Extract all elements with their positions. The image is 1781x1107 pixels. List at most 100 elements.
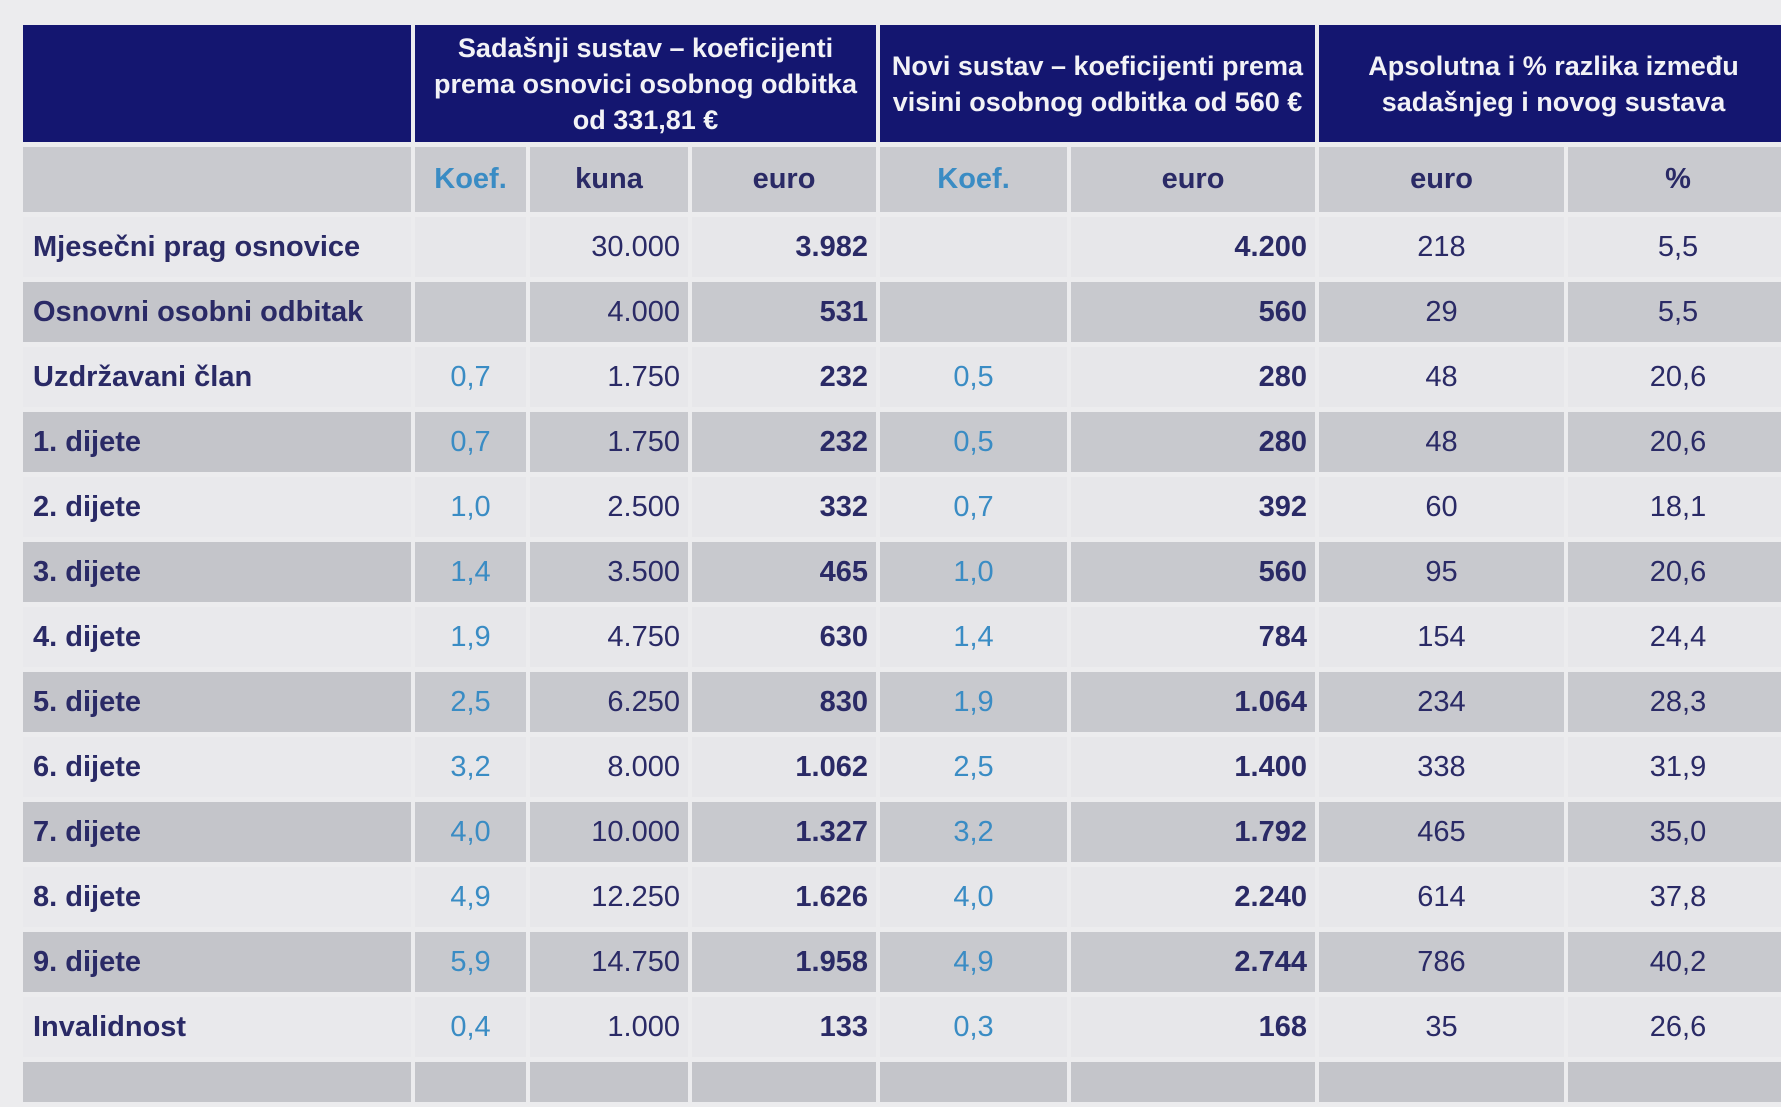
header-new-system: Novi sustav – koeficijenti prema visini … — [880, 25, 1315, 142]
cell-label: 9. dijete — [23, 932, 411, 992]
cell-koef-current: 1,9 — [415, 607, 526, 667]
cell-euro-diff: 234 — [1319, 672, 1564, 732]
cell-empty — [692, 1062, 876, 1102]
cell-euro-new: 560 — [1071, 542, 1315, 602]
cell-percent-diff: 5,5 — [1568, 282, 1781, 342]
cell-empty — [530, 1062, 688, 1102]
subheader-koef-current: Koef. — [415, 147, 526, 212]
cell-empty — [1568, 1062, 1781, 1102]
cell-percent-diff: 31,9 — [1568, 737, 1781, 797]
cell-empty — [1319, 1062, 1564, 1102]
cell-koef-new — [880, 282, 1067, 342]
cell-koef-new — [880, 217, 1067, 277]
cell-koef-new: 0,7 — [880, 477, 1067, 537]
cell-koef-current: 5,9 — [415, 932, 526, 992]
cell-empty — [415, 1062, 526, 1102]
cell-euro-current: 3.982 — [692, 217, 876, 277]
cell-koef-new: 4,9 — [880, 932, 1067, 992]
table-row-partial — [23, 1062, 1781, 1102]
header-empty — [23, 25, 411, 142]
cell-kuna: 6.250 — [530, 672, 688, 732]
cell-euro-current: 830 — [692, 672, 876, 732]
cell-euro-current: 1.327 — [692, 802, 876, 862]
cell-euro-diff: 154 — [1319, 607, 1564, 667]
cell-euro-diff: 35 — [1319, 997, 1564, 1057]
cell-euro-new: 280 — [1071, 412, 1315, 472]
table-row: 1. dijete 0,7 1.750 232 0,5 280 48 20,6 — [23, 412, 1781, 472]
cell-percent-diff: 37,8 — [1568, 867, 1781, 927]
table-row: Uzdržavani član 0,7 1.750 232 0,5 280 48 20,6 — [23, 347, 1781, 407]
cell-koef-new: 1,9 — [880, 672, 1067, 732]
subheader-euro-new: euro — [1071, 147, 1315, 212]
cell-label: Osnovni osobni odbitak — [23, 282, 411, 342]
cell-empty — [23, 1062, 411, 1102]
cell-percent-diff: 26,6 — [1568, 997, 1781, 1057]
header-current-system: Sadašnji sustav – koeficijenti prema osn… — [415, 25, 876, 142]
cell-euro-new: 1.400 — [1071, 737, 1315, 797]
cell-label: 5. dijete — [23, 672, 411, 732]
subheader-koef-new: Koef. — [880, 147, 1067, 212]
cell-kuna: 1.750 — [530, 412, 688, 472]
cell-kuna: 14.750 — [530, 932, 688, 992]
cell-koef-current: 4,9 — [415, 867, 526, 927]
cell-euro-diff: 48 — [1319, 347, 1564, 407]
cell-euro-diff: 95 — [1319, 542, 1564, 602]
cell-label: 8. dijete — [23, 867, 411, 927]
cell-label: 6. dijete — [23, 737, 411, 797]
cell-kuna: 1.750 — [530, 347, 688, 407]
cell-label: 3. dijete — [23, 542, 411, 602]
cell-euro-diff: 614 — [1319, 867, 1564, 927]
table-row: 4. dijete 1,9 4.750 630 1,4 784 154 24,4 — [23, 607, 1781, 667]
cell-kuna: 4.750 — [530, 607, 688, 667]
cell-percent-diff: 20,6 — [1568, 412, 1781, 472]
header-difference: Apsolutna i % razlika između sadašnjeg i… — [1319, 25, 1781, 142]
cell-euro-current: 232 — [692, 347, 876, 407]
cell-euro-diff: 48 — [1319, 412, 1564, 472]
cell-percent-diff: 24,4 — [1568, 607, 1781, 667]
subheader-euro-current: euro — [692, 147, 876, 212]
cell-euro-new: 1.064 — [1071, 672, 1315, 732]
cell-euro-new: 280 — [1071, 347, 1315, 407]
cell-koef-new: 0,5 — [880, 347, 1067, 407]
cell-koef-new: 1,0 — [880, 542, 1067, 602]
cell-euro-current: 1.958 — [692, 932, 876, 992]
cell-kuna: 10.000 — [530, 802, 688, 862]
cell-percent-diff: 20,6 — [1568, 347, 1781, 407]
cell-euro-diff: 338 — [1319, 737, 1564, 797]
cell-koef-new: 3,2 — [880, 802, 1067, 862]
cell-percent-diff: 20,6 — [1568, 542, 1781, 602]
cell-label: 2. dijete — [23, 477, 411, 537]
cell-euro-new: 392 — [1071, 477, 1315, 537]
cell-empty — [880, 1062, 1067, 1102]
cell-kuna: 3.500 — [530, 542, 688, 602]
cell-koef-current: 1,0 — [415, 477, 526, 537]
cell-kuna: 4.000 — [530, 282, 688, 342]
table-row: Invalidnost 0,4 1.000 133 0,3 168 35 26,6 — [23, 997, 1781, 1057]
subheader-row: Koef. kuna euro Koef. euro euro% — [23, 147, 1781, 212]
table-row: 3. dijete 1,4 3.500 465 1,0 560 95 20,6 — [23, 542, 1781, 602]
cell-percent-diff: 18,1 — [1568, 477, 1781, 537]
cell-percent-diff: 28,3 — [1568, 672, 1781, 732]
table-row: Osnovni osobni odbitak 4.000 531 560 29 5,5 — [23, 282, 1781, 342]
cell-euro-new: 1.792 — [1071, 802, 1315, 862]
cell-percent-diff: 40,2 — [1568, 932, 1781, 992]
cell-koef-current: 0,7 — [415, 412, 526, 472]
cell-euro-new: 168 — [1071, 997, 1315, 1057]
cell-euro-new: 784 — [1071, 607, 1315, 667]
table-body: Mjesečni prag osnovice 30.000 3.982 4.200 21… — [23, 217, 1781, 1102]
cell-empty — [1071, 1062, 1315, 1102]
cell-koef-current — [415, 217, 526, 277]
cell-euro-new: 2.240 — [1071, 867, 1315, 927]
cell-euro-new: 2.744 — [1071, 932, 1315, 992]
subheader-percent-diff: % — [1568, 147, 1781, 212]
table-row: 5. dijete 2,5 6.250 830 1,9 1.064 234 28,3 — [23, 672, 1781, 732]
table-row: 2. dijete 1,0 2.500 332 0,7 392 60 18,1 — [23, 477, 1781, 537]
cell-koef-current: 1,4 — [415, 542, 526, 602]
subheader-euro-diff: euro — [1319, 147, 1564, 212]
cell-label: Invalidnost — [23, 997, 411, 1057]
cell-euro-current: 232 — [692, 412, 876, 472]
cell-percent-diff: 5,5 — [1568, 217, 1781, 277]
cell-euro-current: 1.062 — [692, 737, 876, 797]
table-row: 6. dijete 3,2 8.000 1.062 2,5 1.400 338 31,9 — [23, 737, 1781, 797]
cell-euro-new: 560 — [1071, 282, 1315, 342]
